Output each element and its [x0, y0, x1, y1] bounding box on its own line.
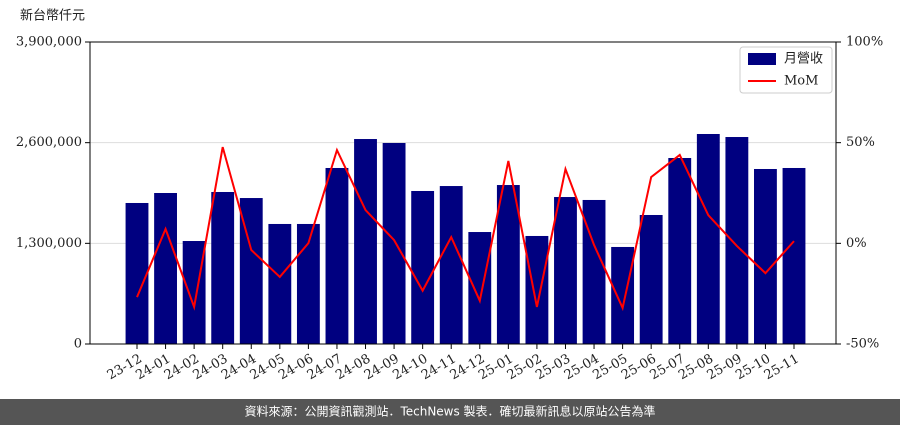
bar [125, 202, 149, 344]
bar [325, 167, 349, 344]
legend-swatch [748, 53, 776, 65]
y-tick-label: 3,900,000 [16, 35, 82, 50]
bar [411, 190, 435, 344]
bar [782, 167, 806, 344]
bar [296, 223, 320, 344]
bar [725, 137, 749, 344]
bar [611, 246, 635, 344]
bar [182, 241, 206, 344]
bar [639, 214, 663, 344]
y2-tick-label: -50% [846, 337, 879, 352]
bar [354, 139, 377, 344]
bar [554, 197, 577, 344]
bar [668, 157, 692, 344]
bar [468, 232, 492, 344]
y-tick-label: 2,600,000 [16, 135, 82, 150]
bar [268, 223, 292, 344]
legend-label: MoM [784, 74, 818, 89]
bar [211, 191, 235, 344]
y2-tick-label: 0% [846, 236, 867, 251]
y2-tick-label: 100% [846, 35, 883, 50]
bar [754, 168, 777, 344]
y-axis-unit: 新台幣仟元 [20, 8, 85, 24]
bar [582, 199, 606, 344]
bar [382, 142, 406, 344]
bar [496, 185, 520, 344]
y2-tick-label: 50% [846, 135, 875, 150]
footer-source: 資料來源：公開資訊觀測站．TechNews 製表．確切最新訊息以原站公告為準 [244, 404, 655, 419]
bar [154, 193, 177, 344]
y-tick-label: 0 [74, 337, 82, 352]
plot-frame [89, 41, 837, 345]
line [136, 146, 795, 312]
bar [439, 186, 463, 344]
legend-label: 月營收 [784, 52, 823, 67]
footer-bar [0, 399, 900, 425]
y-tick-label: 1,300,000 [16, 236, 82, 251]
bar [239, 198, 263, 344]
bar [696, 133, 720, 344]
bar [525, 235, 549, 344]
